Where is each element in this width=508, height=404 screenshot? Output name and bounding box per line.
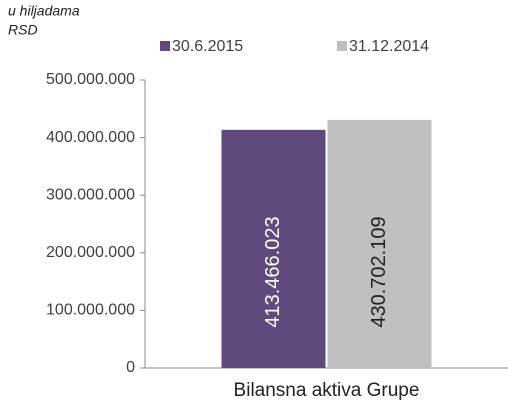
legend-label: 31.12.2014 [349,38,429,55]
y-tick-label: 100.000.000 [46,302,135,319]
legend-swatch [337,41,347,51]
bar [221,129,326,368]
data-label: 413.466.023 [262,216,284,327]
legend-label: 30.6.2015 [172,38,243,55]
y-tick-label: 300.000.000 [46,186,135,203]
bar [327,119,432,368]
legend-swatch [160,41,170,51]
y-tick-label: 0 [126,359,135,376]
data-label: 430.702.109 [368,216,390,327]
y-tick-label: 500.000.000 [46,71,135,88]
y-tick-label: 200.000.000 [46,244,135,261]
unit-note: u hiljadama [8,3,80,19]
y-tick-label: 400.000.000 [46,129,135,146]
unit-note: RSD [8,22,38,38]
x-tick-label: Bilansna aktiva Grupe [234,380,420,401]
